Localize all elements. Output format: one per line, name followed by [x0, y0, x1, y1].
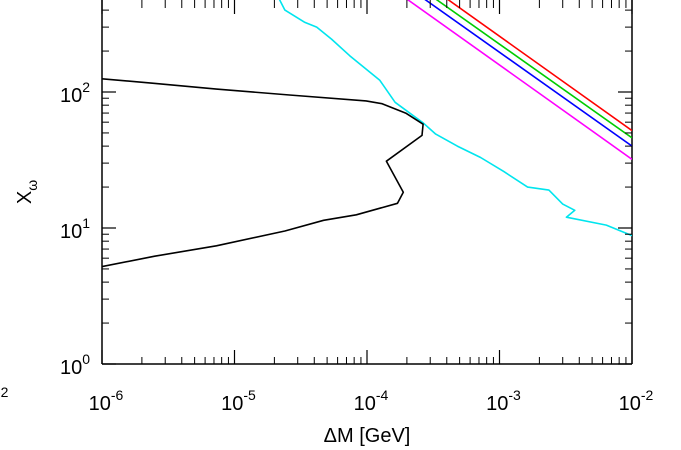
x-tick-label: 10-6: [89, 387, 124, 415]
y-axis-label-main: X: [14, 191, 36, 204]
y-tick-label: 100: [60, 351, 90, 379]
x-tick-label-cut: -2: [0, 384, 9, 400]
series-line-2: [424, 0, 632, 147]
y-ticks: 100 101 102: [60, 9, 632, 379]
series-line-1: [435, 0, 632, 139]
y-axis-label: Xω: [14, 180, 40, 204]
x-tick-label: 10-2: [619, 387, 654, 415]
y-tick-label: 101: [60, 215, 90, 243]
x-axis-label: ΔM [GeV]: [324, 425, 411, 447]
plot-frame: [101, 0, 633, 365]
x-tick-label: 10-3: [486, 387, 521, 415]
series-line-4: [278, 0, 632, 237]
x-tick-label: 10-5: [221, 387, 256, 415]
y-tick-label: 102: [60, 79, 90, 107]
series-layer: [102, 0, 632, 268]
x-ticks: 10-6 10-5 10-4 10-3 10-2 -2: [0, 0, 654, 415]
series-line-3: [406, 0, 632, 160]
series-line-5: [102, 78, 424, 268]
svg-text:Xω: Xω: [14, 180, 40, 204]
series-line-0: [447, 0, 632, 132]
y-axis-label-subscript: ω: [24, 180, 40, 191]
x-tick-label: 10-4: [354, 387, 389, 415]
